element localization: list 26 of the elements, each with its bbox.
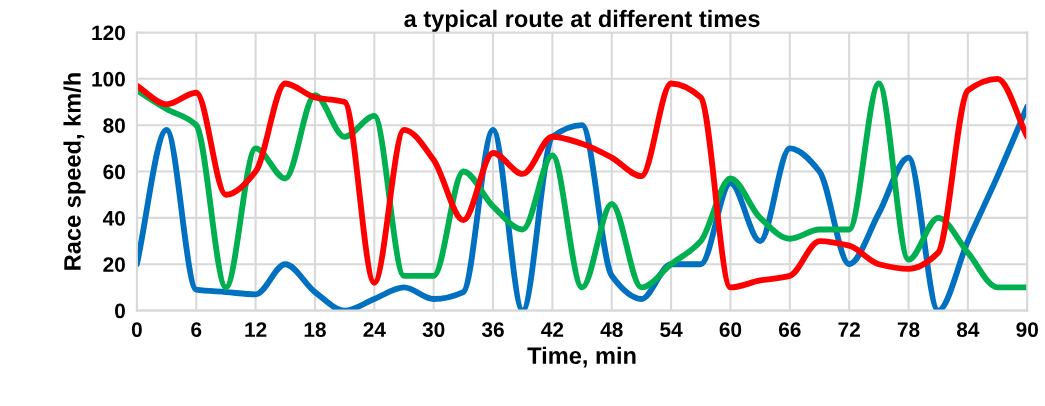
x-tick-label: 12 [245,322,267,337]
y-tick-label: 100 [92,71,125,87]
x-tick-label: 78 [897,322,920,337]
x-tick-label: 42 [541,322,564,337]
chart-title: a typical route at different times [404,9,760,32]
y-tick-label: 80 [103,118,125,133]
x-tick-label: 72 [838,322,860,337]
x-tick-label: 0 [131,322,142,337]
y-tick-label: 120 [92,25,125,41]
x-axis-title: Time, min [527,346,636,368]
y-axis-title: Race speed, km/h [63,73,86,270]
x-tick-label: 60 [719,322,742,337]
x-tick-label: 6 [191,322,202,337]
x-tick-label: 48 [600,322,623,337]
x-tick-label: 66 [778,322,801,337]
y-tick-label: 60 [103,164,125,180]
x-tick-label: 54 [660,322,683,337]
x-tick-label: 18 [304,322,326,337]
x-tick-label: 24 [363,322,386,337]
y-tick-label: 40 [102,210,125,226]
x-tick-label: 30 [422,322,445,338]
x-tick-label: 84 [956,322,980,337]
y-tick-label: 20 [103,257,125,272]
y-tick-label: 0 [115,303,125,319]
x-tick-label: 90 [1016,322,1038,337]
x-tick-label: 36 [481,322,504,338]
